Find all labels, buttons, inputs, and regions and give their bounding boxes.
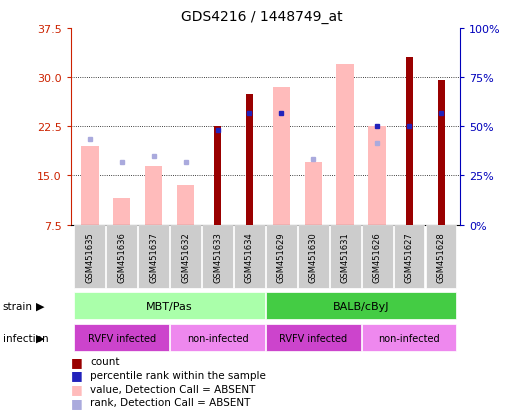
FancyBboxPatch shape [106, 226, 137, 288]
Text: BALB/cByJ: BALB/cByJ [333, 301, 390, 311]
FancyBboxPatch shape [74, 324, 169, 351]
Text: GSM451632: GSM451632 [181, 232, 190, 282]
Text: GSM451634: GSM451634 [245, 232, 254, 282]
FancyBboxPatch shape [138, 226, 169, 288]
Text: GDS4216 / 1448749_at: GDS4216 / 1448749_at [180, 10, 343, 24]
FancyBboxPatch shape [266, 324, 360, 351]
FancyBboxPatch shape [170, 324, 265, 351]
Text: ■: ■ [71, 355, 82, 368]
Text: GSM451626: GSM451626 [373, 232, 382, 282]
FancyBboxPatch shape [266, 292, 457, 320]
Text: GSM451627: GSM451627 [405, 232, 414, 282]
Text: GSM451636: GSM451636 [117, 232, 126, 282]
Text: GSM451631: GSM451631 [341, 232, 350, 282]
Text: infection: infection [3, 333, 48, 343]
FancyBboxPatch shape [330, 226, 360, 288]
Text: GSM451633: GSM451633 [213, 232, 222, 282]
Text: ▶: ▶ [36, 333, 44, 343]
FancyBboxPatch shape [266, 226, 297, 288]
Bar [246, 94, 253, 225]
Text: MBT/Pas: MBT/Pas [146, 301, 193, 311]
Bar [272, 88, 290, 225]
Bar [113, 199, 130, 225]
Text: value, Detection Call = ABSENT: value, Detection Call = ABSENT [90, 384, 256, 394]
FancyBboxPatch shape [74, 226, 105, 288]
Text: ■: ■ [71, 368, 82, 382]
Text: ▶: ▶ [36, 301, 44, 311]
Text: strain: strain [3, 301, 32, 311]
FancyBboxPatch shape [170, 226, 201, 288]
Bar [336, 65, 354, 225]
Text: RVFV infected: RVFV infected [279, 333, 347, 343]
Text: non-infected: non-infected [378, 333, 440, 343]
Text: rank, Detection Call = ABSENT: rank, Detection Call = ABSENT [90, 397, 251, 407]
FancyBboxPatch shape [298, 226, 328, 288]
Text: GSM451635: GSM451635 [85, 232, 94, 282]
Bar [81, 147, 98, 225]
Text: GSM451629: GSM451629 [277, 232, 286, 282]
Bar [406, 58, 413, 225]
Bar [145, 166, 163, 225]
Bar [304, 163, 322, 225]
FancyBboxPatch shape [426, 226, 457, 288]
FancyBboxPatch shape [362, 226, 393, 288]
Text: GSM451630: GSM451630 [309, 232, 318, 282]
Text: ■: ■ [71, 396, 82, 409]
Text: percentile rank within the sample: percentile rank within the sample [90, 370, 266, 380]
Text: ■: ■ [71, 382, 82, 395]
Text: RVFV infected: RVFV infected [88, 333, 156, 343]
Bar [177, 186, 195, 225]
FancyBboxPatch shape [394, 226, 425, 288]
Bar [438, 81, 445, 225]
FancyBboxPatch shape [202, 226, 233, 288]
FancyBboxPatch shape [362, 324, 457, 351]
Bar [214, 127, 221, 225]
Text: count: count [90, 356, 120, 366]
Text: GSM451637: GSM451637 [149, 232, 158, 282]
FancyBboxPatch shape [234, 226, 265, 288]
Bar [368, 127, 386, 225]
Text: non-infected: non-infected [187, 333, 248, 343]
Text: GSM451628: GSM451628 [437, 232, 446, 282]
FancyBboxPatch shape [74, 292, 265, 320]
